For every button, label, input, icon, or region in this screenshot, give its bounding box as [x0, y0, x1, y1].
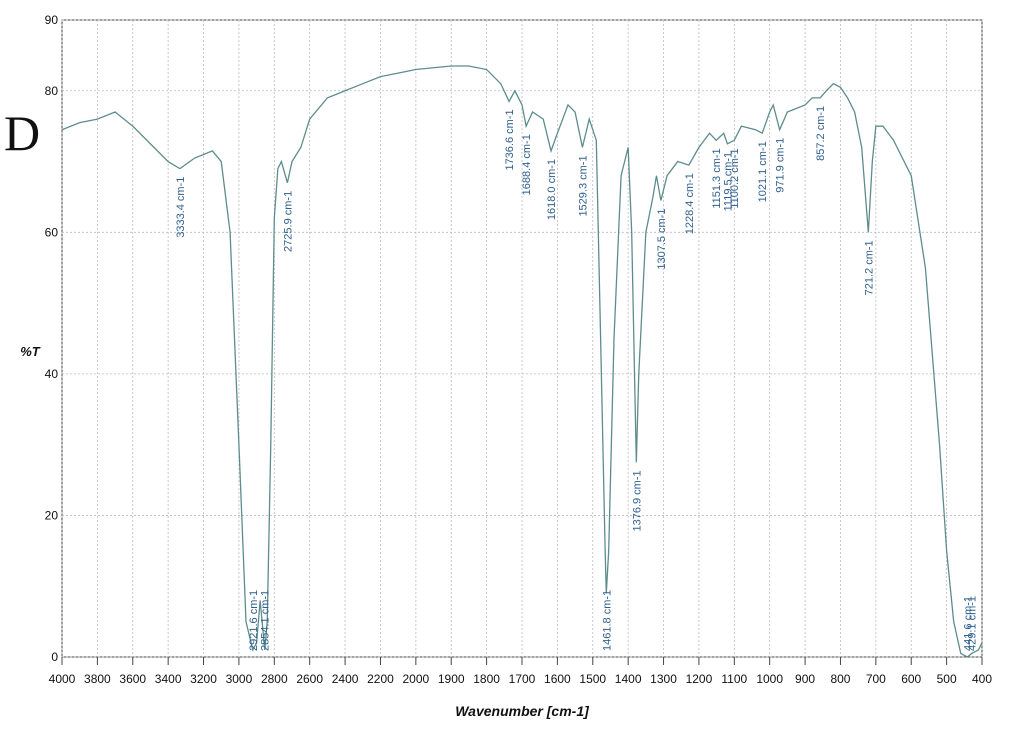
x-tick-label: 3000	[226, 672, 253, 686]
x-tick-label: 800	[830, 672, 850, 686]
peak-label: 1376.9 cm-1	[631, 470, 643, 531]
x-tick-label: 700	[866, 672, 886, 686]
y-tick-label: 60	[45, 225, 59, 239]
peak-label: 1021.1 cm-1	[757, 141, 769, 202]
peak-label: 857.2 cm-1	[815, 106, 827, 161]
peak-label: 2854.1 cm-1	[260, 590, 272, 651]
x-tick-label: 3400	[155, 672, 182, 686]
x-tick-label: 2800	[261, 672, 288, 686]
peak-label: 971.9 cm-1	[775, 138, 787, 193]
peak-label: 429.1 cm-1	[967, 596, 979, 651]
peak-label: 1100.2 cm-1	[729, 148, 741, 208]
x-tick-label: 1000	[756, 672, 783, 686]
y-tick-label: 80	[45, 84, 59, 98]
y-tick-label: 20	[45, 508, 59, 522]
y-tick-label: 90	[45, 13, 59, 27]
peak-label: 721.2 cm-1	[863, 240, 875, 295]
x-tick-label: 2400	[332, 672, 359, 686]
spectrum-line	[61, 65, 983, 658]
y-tick-label: 0	[51, 650, 58, 664]
x-tick-label: 500	[937, 672, 957, 686]
x-tick-label: 2200	[367, 672, 394, 686]
peak-label: 2725.9 cm-1	[282, 191, 294, 252]
y-tick-label: 40	[45, 367, 59, 381]
peak-label: 1228.4 cm-1	[684, 173, 696, 234]
x-tick-label: 400	[972, 672, 992, 686]
x-tick-label: 4000	[49, 672, 76, 686]
panel-label: D	[4, 105, 40, 161]
peak-label: 1119.5 cm-1	[722, 152, 734, 212]
peak-label: 1151.3 cm-1	[711, 148, 723, 208]
x-tick-label: 1600	[544, 672, 571, 686]
x-tick-label: 1700	[509, 672, 536, 686]
x-tick-label: 1500	[579, 672, 606, 686]
x-tick-label: 3800	[84, 672, 111, 686]
x-tick-label: 1200	[686, 672, 713, 686]
x-tick-label: 2000	[402, 672, 429, 686]
peak-label: 1461.8 cm-1	[601, 590, 613, 651]
x-tick-label: 1900	[438, 672, 465, 686]
x-tick-label: 1100	[721, 672, 747, 686]
x-tick-label: 1300	[650, 672, 677, 686]
x-tick-label: 3200	[190, 672, 217, 686]
x-tick-label: 2600	[296, 672, 323, 686]
peak-label: 1529.3 cm-1	[577, 155, 589, 216]
peak-label: 3333.4 cm-1	[175, 177, 187, 238]
peak-label: 1618.0 cm-1	[546, 159, 558, 220]
x-tick-label: 1800	[473, 672, 500, 686]
x-tick-label: 1400	[615, 672, 642, 686]
x-tick-label: 600	[901, 672, 921, 686]
x-tick-label: 900	[795, 672, 815, 686]
peak-label: 2921.6 cm-1	[248, 590, 260, 651]
x-tick-label: 3600	[119, 672, 146, 686]
peak-label: 1736.6 cm-1	[504, 109, 516, 170]
y-axis-label: %T	[20, 344, 41, 359]
x-axis-label: Wavenumber [cm-1]	[455, 703, 590, 719]
peak-label: 1307.5 cm-1	[656, 208, 668, 269]
peak-label: 1688.4 cm-1	[521, 134, 533, 195]
peak-label: 441.6 cm-1	[962, 596, 974, 651]
